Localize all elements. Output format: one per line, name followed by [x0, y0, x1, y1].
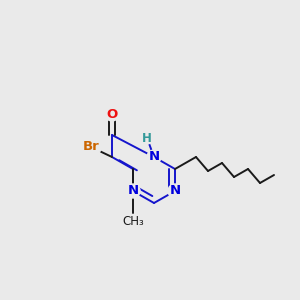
Text: O: O: [106, 107, 118, 121]
Circle shape: [81, 137, 101, 157]
Text: CH₃: CH₃: [122, 215, 144, 228]
Circle shape: [147, 150, 161, 164]
Text: Br: Br: [82, 140, 99, 154]
Text: N: N: [148, 151, 160, 164]
Text: N: N: [169, 184, 181, 197]
Circle shape: [105, 107, 119, 121]
Text: N: N: [128, 184, 139, 197]
Circle shape: [141, 132, 153, 144]
Text: H: H: [142, 131, 152, 145]
Circle shape: [168, 184, 182, 198]
Circle shape: [126, 184, 140, 198]
